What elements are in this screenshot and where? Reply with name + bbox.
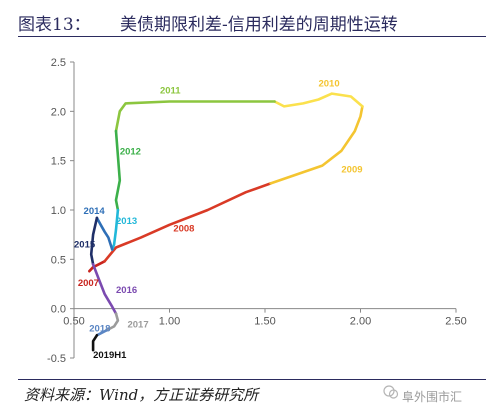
year-label-2009: 2009 — [341, 165, 362, 176]
figure-label: 图表13： — [18, 15, 91, 35]
footer-divider — [18, 379, 486, 380]
series-line-2014 — [95, 216, 114, 251]
year-label-2017: 2017 — [127, 319, 148, 330]
x-tick-label: 1.00 — [159, 316, 180, 328]
year-label-2008: 2008 — [173, 224, 194, 235]
series-line-2012 — [114, 129, 122, 212]
y-tick-label: 0.5 — [51, 254, 66, 266]
year-label-2019h1: 2019H1 — [93, 350, 127, 361]
year-label-2015: 2015 — [74, 239, 96, 250]
series-line-2016 — [91, 263, 118, 315]
source-note: 资料来源：Wind，方正证券研究所 — [24, 386, 259, 404]
year-label-2007: 2007 — [78, 278, 99, 289]
y-tick-label: 2.5 — [51, 57, 66, 69]
y-tick-label: 1.0 — [51, 205, 66, 217]
figure-title: 美债期限利差-信用利差的周期性运转 — [120, 15, 398, 35]
y-tick-label: -0.5 — [47, 353, 66, 365]
series-line-2017 — [105, 312, 120, 332]
x-tick-label: 0.50 — [63, 316, 84, 328]
watermark-text: 阜外围市汇 — [402, 390, 463, 404]
series-line-2010 — [273, 92, 364, 108]
year-label-2011: 2011 — [160, 86, 181, 97]
x-tick-label: 2.50 — [445, 316, 466, 328]
series-line-2011 — [114, 100, 276, 133]
series-line-2013 — [110, 208, 120, 251]
x-tick-label: 1.50 — [254, 316, 275, 328]
series-line-2009 — [269, 105, 364, 185]
year-label-2016: 2016 — [116, 285, 137, 296]
series-line-2008 — [103, 182, 273, 263]
year-label-2010: 2010 — [318, 79, 339, 90]
spread-cycle-chart: -0.5 0.0 0.5 1.0 1.5 2.0 2.5 0.50 1.00 1.50 2.00 2.… — [47, 57, 467, 365]
title-divider — [18, 36, 486, 37]
year-label-2018: 2018 — [89, 323, 110, 334]
series-line-2007 — [88, 260, 106, 273]
figure-header: 图表13： 美债期限利差-信用利差的周期性运转 — [18, 6, 488, 36]
series-line-2015 — [89, 216, 99, 266]
year-label-2014: 2014 — [84, 206, 106, 217]
year-label-2013: 2013 — [116, 216, 137, 227]
wechat-icon — [383, 385, 399, 399]
y-tick-label: 2.0 — [51, 106, 66, 118]
series-line-2019h1 — [91, 333, 99, 352]
x-tick-label: 2.00 — [350, 316, 371, 328]
y-tick-label: 0.0 — [51, 304, 66, 316]
y-tick-label: 1.5 — [51, 156, 66, 168]
year-label-2012: 2012 — [120, 147, 141, 158]
